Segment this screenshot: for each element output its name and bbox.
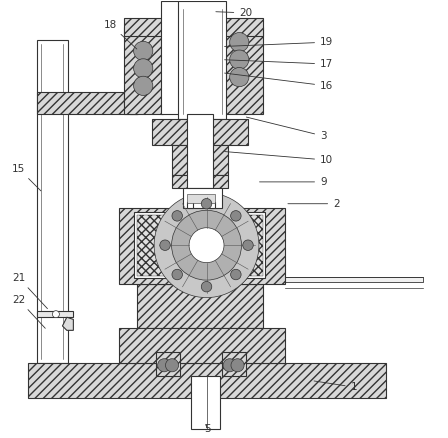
Text: 1: 1	[314, 381, 357, 392]
Text: 3: 3	[246, 117, 327, 141]
Circle shape	[160, 240, 170, 251]
Circle shape	[165, 359, 179, 372]
Circle shape	[231, 269, 241, 280]
Bar	[156, 352, 181, 376]
Circle shape	[158, 359, 171, 372]
Bar	[152, 119, 248, 145]
Bar	[209, 201, 215, 208]
Bar	[124, 18, 263, 35]
Circle shape	[230, 32, 249, 52]
Circle shape	[231, 211, 241, 221]
Text: 9: 9	[259, 177, 327, 187]
Bar	[222, 352, 246, 376]
Circle shape	[172, 269, 182, 280]
Bar	[37, 311, 73, 317]
Circle shape	[243, 240, 253, 251]
Circle shape	[230, 50, 249, 69]
Bar	[191, 376, 220, 428]
Text: 19: 19	[224, 37, 333, 47]
Bar	[119, 208, 285, 285]
Circle shape	[172, 210, 241, 280]
Circle shape	[134, 76, 153, 95]
Bar	[182, 188, 222, 208]
Circle shape	[201, 282, 212, 292]
Bar	[161, 1, 220, 114]
Bar	[27, 363, 386, 398]
Text: 17: 17	[224, 59, 333, 69]
Text: 2: 2	[288, 199, 340, 209]
Bar	[220, 27, 263, 114]
Circle shape	[52, 311, 60, 318]
Bar	[124, 27, 163, 114]
Polygon shape	[124, 92, 137, 114]
Text: 21: 21	[12, 273, 47, 309]
Circle shape	[201, 198, 212, 209]
Bar	[187, 194, 215, 203]
Bar	[172, 175, 228, 188]
Circle shape	[223, 359, 236, 372]
Bar	[37, 92, 138, 114]
Bar	[172, 145, 228, 175]
Circle shape	[189, 228, 224, 263]
Bar	[187, 114, 213, 188]
Bar	[187, 201, 194, 208]
Circle shape	[172, 211, 182, 221]
Circle shape	[134, 59, 153, 78]
Circle shape	[134, 41, 153, 60]
Circle shape	[230, 67, 249, 87]
Text: 10: 10	[224, 152, 333, 165]
Bar	[137, 285, 263, 328]
Bar	[137, 215, 263, 276]
Polygon shape	[62, 317, 73, 330]
Text: 16: 16	[224, 73, 333, 91]
Bar	[119, 328, 285, 363]
Text: 5: 5	[204, 424, 211, 434]
Circle shape	[231, 359, 244, 372]
Bar	[37, 40, 68, 363]
Text: 18: 18	[104, 20, 137, 49]
Text: 22: 22	[12, 295, 45, 328]
Text: 20: 20	[216, 8, 252, 18]
Circle shape	[154, 193, 259, 297]
Bar	[285, 277, 422, 283]
Bar	[134, 212, 266, 278]
Bar	[178, 1, 226, 119]
Text: 15: 15	[12, 164, 41, 191]
